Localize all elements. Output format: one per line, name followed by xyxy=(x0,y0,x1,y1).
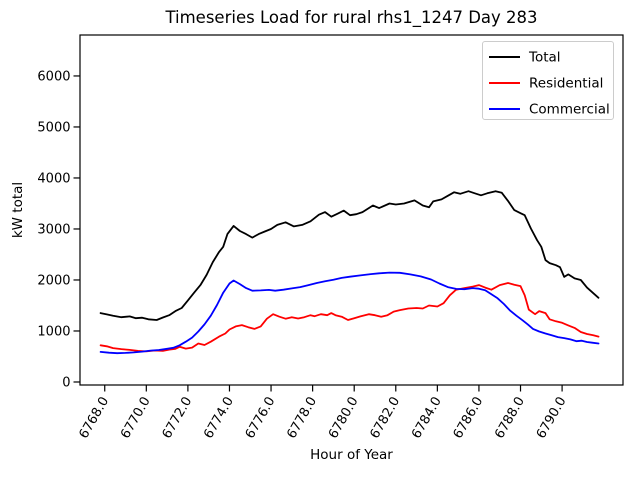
y-tick-label: 2000 xyxy=(37,273,70,288)
legend-label-total: Total xyxy=(528,50,561,66)
series-group xyxy=(99,190,600,355)
x-tick-label: 6780.0 xyxy=(326,395,362,442)
x-tick-label: 6786.0 xyxy=(451,395,487,442)
legend-label-residential: Residential xyxy=(529,76,603,92)
chart-title: Timeseries Load for rural rhs1_1247 Day … xyxy=(164,8,537,28)
x-tick-label: 6774.0 xyxy=(201,395,237,442)
legend-box xyxy=(482,41,614,120)
x-tick-label: 6782.0 xyxy=(368,395,404,442)
y-tick-label: 0 xyxy=(62,375,70,390)
y-tick-label: 5000 xyxy=(37,120,70,135)
axes-frame xyxy=(79,34,624,386)
y-tick-label: 4000 xyxy=(37,171,70,186)
x-tick-label: 6772.0 xyxy=(160,395,196,442)
x-tick-label: 6768.0 xyxy=(76,395,112,442)
x-tick-label: 6788.0 xyxy=(492,395,528,442)
y-tick-label: 3000 xyxy=(37,222,70,237)
residential-line xyxy=(99,282,600,353)
legend-entry-residential: Residential xyxy=(489,76,603,92)
y-tick-label: 1000 xyxy=(37,324,70,339)
commercial-line xyxy=(99,271,600,355)
x-tick-label: 6790.0 xyxy=(534,395,570,442)
x-tick-label: 6784.0 xyxy=(409,395,445,442)
y-tick-label: 6000 xyxy=(37,69,70,84)
x-axis-label: Hour of Year xyxy=(310,447,393,463)
legend-entry-total: Total xyxy=(489,50,561,66)
y-axis-ticks: 0 1000 2000 3000 4000 5000 6000 xyxy=(37,69,80,390)
total-line xyxy=(99,190,600,321)
x-tick-label: 6776.0 xyxy=(243,395,279,442)
x-axis-ticks: 6768.0 6770.0 6772.0 6774.0 6776.0 6778.0 6780… xyxy=(76,385,570,442)
y-axis-label: kW total xyxy=(10,182,26,238)
legend: Total Residential Commercial xyxy=(482,41,614,120)
legend-label-commercial: Commercial xyxy=(529,102,610,118)
legend-entry-commercial: Commercial xyxy=(489,102,610,118)
x-tick-label: 6778.0 xyxy=(284,395,320,442)
x-tick-label: 6770.0 xyxy=(118,395,154,442)
